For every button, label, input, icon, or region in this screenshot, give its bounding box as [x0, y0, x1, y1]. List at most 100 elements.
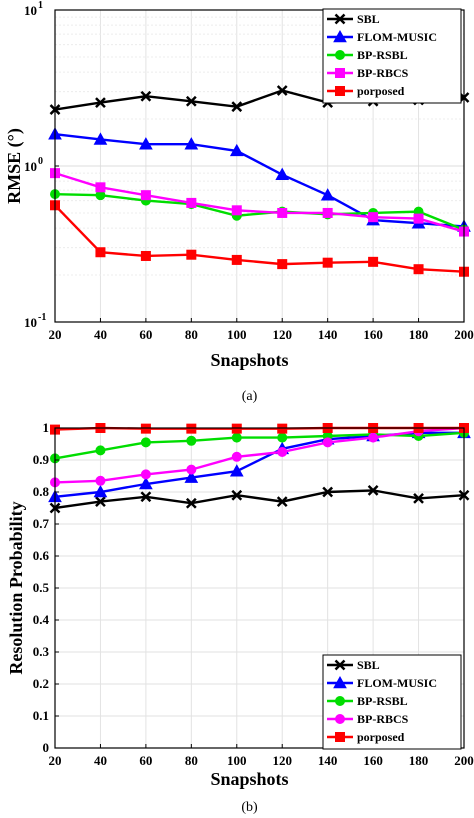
y-tick-label: 0.5 — [33, 580, 50, 595]
legend-label: BP-RSBL — [357, 48, 408, 62]
legend-label: BP-RBCS — [357, 66, 409, 80]
x-tick-label: 100 — [227, 327, 247, 342]
data-point — [93, 132, 108, 145]
data-point — [95, 496, 106, 507]
y-tick-label: 0.6 — [33, 548, 50, 563]
data-point — [367, 485, 379, 496]
legend-swatch-marker — [335, 50, 345, 60]
data-point — [275, 167, 290, 180]
data-point — [186, 423, 197, 434]
legend-item: FLOM-MUSIC — [327, 675, 437, 690]
legend: SBL FLOM-MUSIC BP-RSBL BP-RBCS porposed — [322, 8, 462, 104]
legend-swatch-marker — [335, 696, 345, 706]
data-point — [140, 491, 152, 503]
series-line — [54, 426, 465, 484]
x-tick-label: 120 — [272, 327, 292, 342]
grid — [54, 427, 465, 749]
legend-label: porposed — [357, 730, 405, 744]
x-tick-label: 160 — [363, 753, 383, 768]
legend-swatch-marker — [335, 86, 345, 96]
data-point — [276, 496, 288, 507]
data-point — [368, 432, 379, 443]
data-point — [140, 250, 151, 261]
data-point — [140, 469, 151, 480]
series-line — [54, 204, 465, 273]
legend-swatch-marker — [334, 13, 346, 25]
data-point — [277, 447, 288, 457]
x-tick-label: 40 — [94, 753, 107, 768]
data-point — [95, 97, 106, 108]
data-point — [231, 489, 243, 501]
legend-label: SBL — [357, 12, 380, 26]
legend-swatch-marker — [334, 659, 346, 671]
legend-label: FLOM-MUSIC — [357, 676, 437, 690]
legend-item: porposed — [327, 84, 405, 98]
series-line — [54, 489, 465, 510]
y-tick-base: 10 — [24, 315, 37, 330]
x-tick-label: 140 — [318, 753, 338, 768]
data-point — [184, 470, 199, 483]
legend-item: BP-RBCS — [327, 66, 409, 80]
y-tick-label: 0.2 — [33, 676, 49, 691]
data-point — [185, 95, 197, 107]
legend-item: SBL — [327, 658, 380, 672]
data-point — [277, 259, 288, 270]
legend-item: BP-RSBL — [327, 694, 408, 708]
x-tick-label: 180 — [409, 327, 429, 342]
data-point — [320, 188, 335, 201]
legend-swatch-marker — [333, 675, 347, 689]
x-tick-label: 120 — [272, 753, 292, 768]
legend-label: SBL — [357, 658, 380, 672]
data-point — [368, 212, 379, 223]
x-tick-label: 80 — [185, 753, 198, 768]
chart-resolution-probability: 20 40 60 80 100 120 140 160 180 200 0 0.1 0.2 0.3 0.4 0… — [6, 420, 474, 815]
figure-caption: (a) — [242, 389, 258, 404]
data-point — [413, 264, 424, 275]
data-point — [95, 445, 106, 456]
data-point — [322, 486, 334, 498]
data-point — [231, 432, 242, 443]
legend-label: BP-RSBL — [357, 694, 408, 708]
data-point — [95, 475, 106, 486]
y-tick-label: 0.8 — [33, 484, 50, 499]
series-line — [54, 132, 465, 228]
x-tick-label: 180 — [409, 753, 429, 768]
data-point — [140, 190, 151, 201]
legend-swatch-marker — [335, 732, 345, 742]
data-point — [413, 493, 424, 504]
x-tick-label: 20 — [49, 753, 62, 768]
data-point — [139, 476, 153, 490]
data-point — [186, 435, 197, 446]
data-point — [95, 247, 106, 258]
data-point — [186, 249, 197, 260]
data-point — [276, 85, 288, 96]
y-tick-exponent: 1 — [38, 0, 43, 11]
legend-item: BP-RSBL — [327, 48, 408, 62]
data-point — [184, 137, 199, 150]
x-tick-label: 140 — [318, 327, 338, 342]
data-point — [231, 254, 242, 265]
data-point — [140, 423, 151, 434]
y-tick-label: 0 — [43, 740, 50, 755]
y-tick-exponent: -1 — [38, 312, 46, 323]
data-point — [277, 207, 288, 218]
data-point — [93, 484, 108, 498]
legend-swatch-marker — [335, 68, 345, 78]
data-point — [322, 437, 333, 448]
data-point — [231, 205, 242, 216]
y-tick-base: 10 — [24, 159, 37, 174]
data-point — [185, 497, 197, 509]
legend: SBL FLOM-MUSIC BP-RSBL BP-RBCS porposed — [322, 654, 462, 750]
y-tick-label: 0.3 — [33, 644, 50, 659]
y-tick-base: 10 — [24, 3, 37, 18]
data-point — [368, 256, 379, 267]
series-bp-rbcs — [50, 168, 469, 237]
y-tick-label: 0.1 — [33, 708, 49, 723]
y-tick-exponent: 0 — [38, 156, 43, 167]
legend-swatch-marker — [333, 29, 347, 43]
legend-item: FLOM-MUSIC — [327, 29, 437, 44]
data-point — [231, 423, 242, 434]
x-tick-label: 200 — [454, 753, 474, 768]
